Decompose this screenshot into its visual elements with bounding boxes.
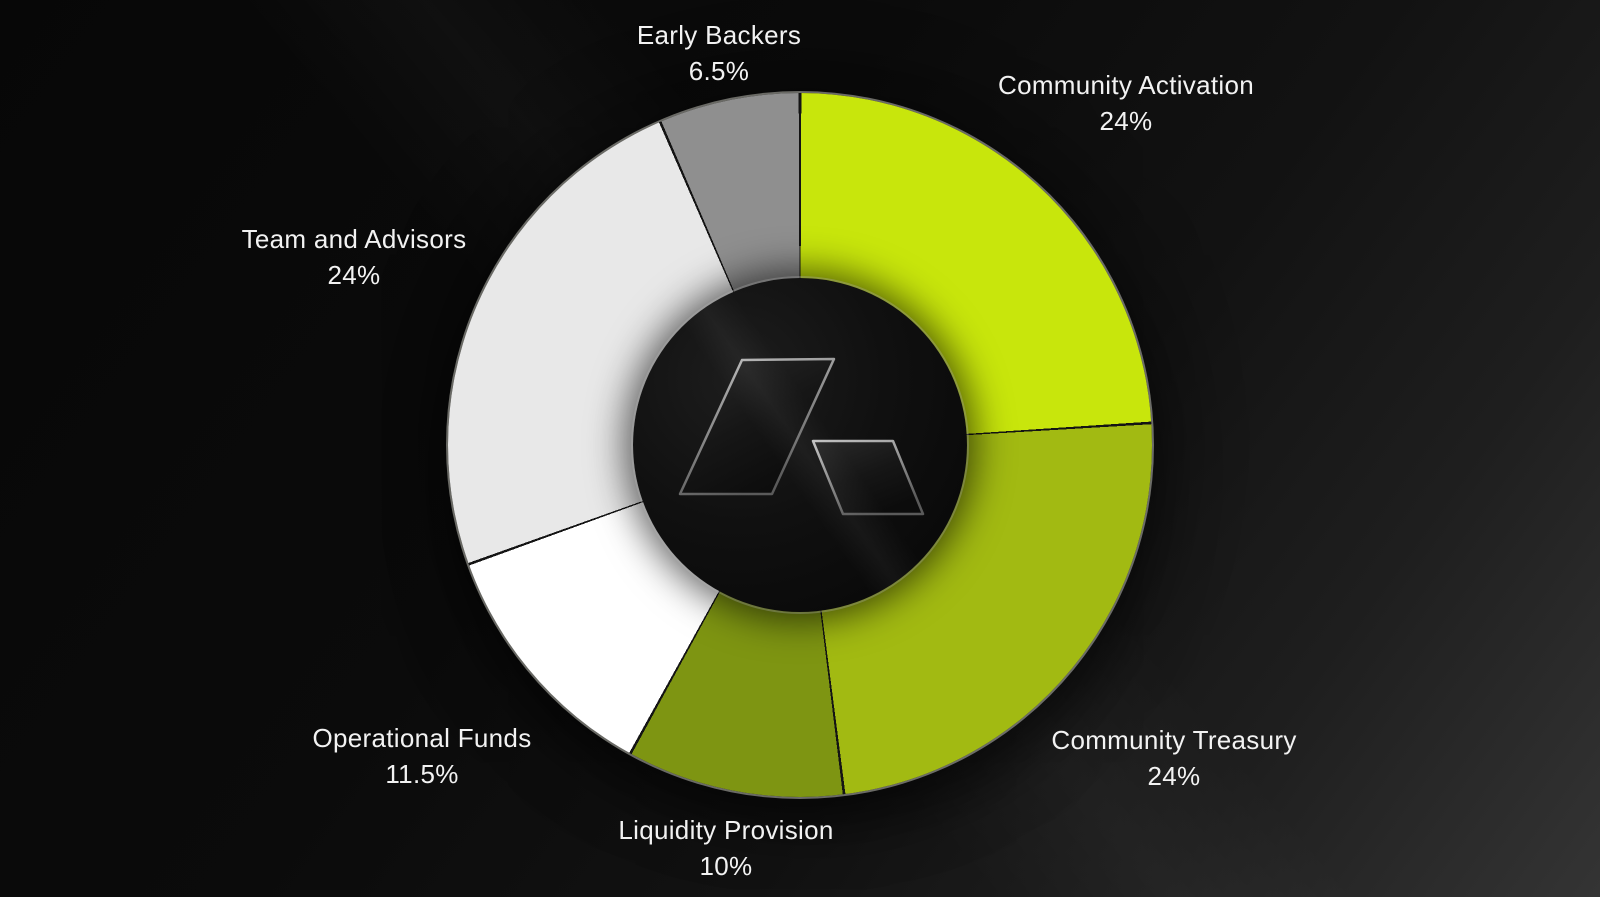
donut-center	[633, 278, 967, 612]
slice-label-community-treasury: Community Treasury 24%	[1051, 722, 1296, 794]
slice-label-operational-funds: Operational Funds 11.5%	[312, 720, 531, 792]
slice-label-community-activation: Community Activation 24%	[998, 67, 1254, 139]
brand-logo-icon	[678, 357, 925, 516]
slice-percent: 11.5%	[385, 759, 459, 789]
slice-label-liquidity-provision: Liquidity Provision 10%	[618, 812, 833, 884]
slice-name: Early Backers	[636, 20, 802, 50]
slice-name: Operational Funds	[312, 723, 532, 753]
slice-label-early-backers: Early Backers 6.5%	[637, 17, 801, 89]
slice-percent: 24%	[327, 260, 381, 290]
slice-name: Liquidity Provision	[618, 815, 834, 845]
slice-percent: 24%	[1099, 106, 1153, 136]
slice-percent: 6.5%	[688, 56, 750, 86]
slice-name: Team and Advisors	[241, 224, 467, 254]
donut-chart	[448, 93, 1152, 797]
slice-label-team-and-advisors: Team and Advisors 24%	[242, 221, 467, 293]
slice-name: Community Treasury	[1051, 725, 1297, 755]
slice-name: Community Activation	[998, 70, 1254, 100]
slice-percent: 10%	[699, 851, 753, 881]
slice-percent: 24%	[1147, 761, 1201, 791]
